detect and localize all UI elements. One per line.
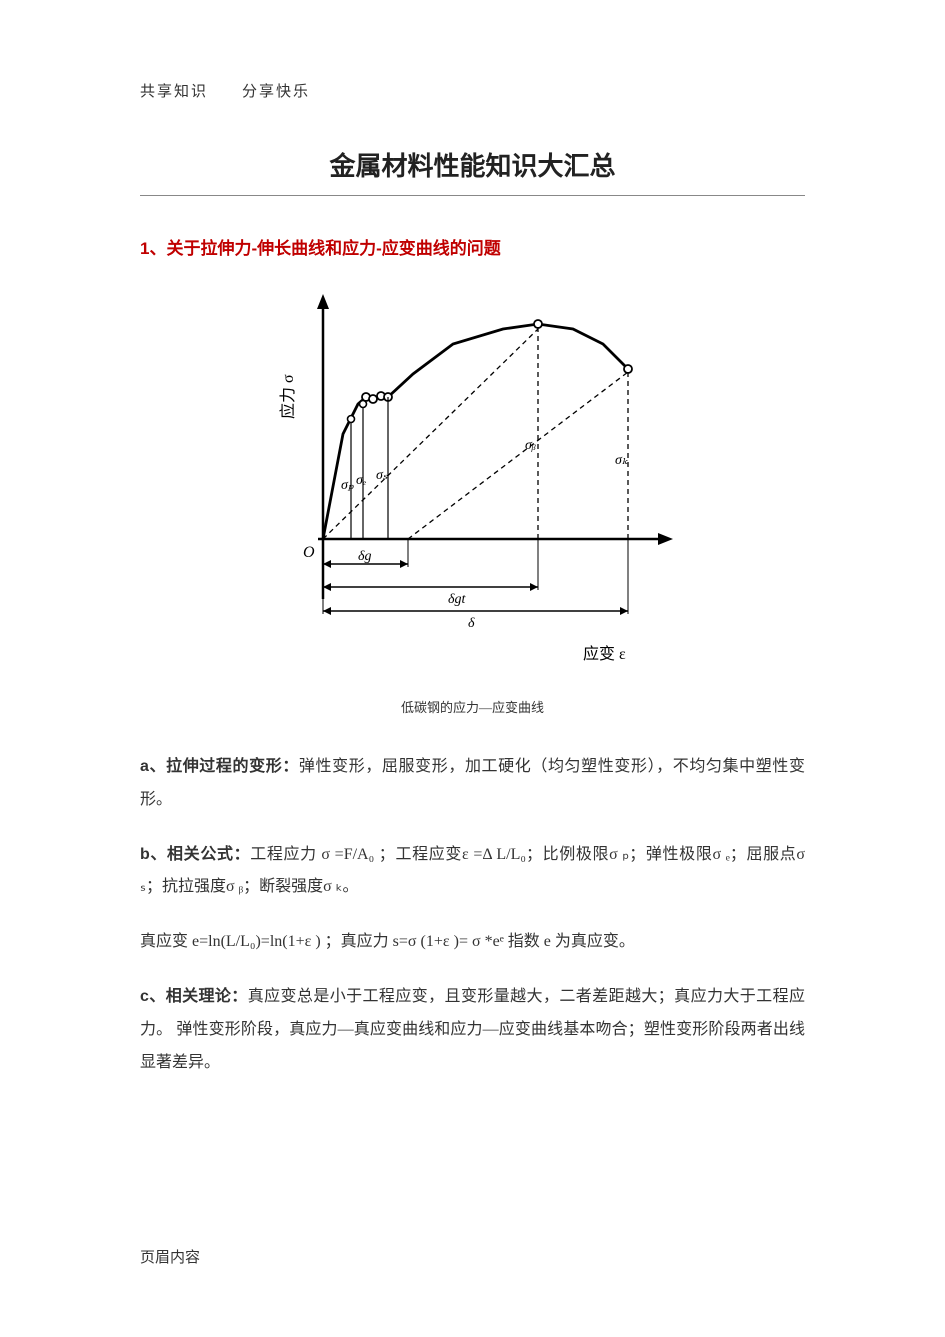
svg-text:O: O: [303, 544, 315, 561]
para-c-label: c、相关理论：: [140, 988, 248, 1005]
paragraph-b2: 真应变 e=ln(L/L₀)=ln(1+ε ) ；真应力 s=σ (1+ε )=…: [140, 926, 805, 959]
page-title: 金属材料性能知识大汇总: [140, 146, 805, 196]
diagram-svg: 应力 σ 应变 ε Oσₚσₑσₛ σᵦ σₖ δg δgtδ: [273, 289, 673, 679]
paragraph-b: b、相关公式：工程应力 σ =F/A₀ ；工程应变ε =Δ L/L₀；比例极限σ…: [140, 839, 805, 905]
svg-text:应力 σ: 应力 σ: [278, 374, 297, 419]
svg-text:σᵦ: σᵦ: [525, 438, 536, 453]
svg-text:应变 ε: 应变 ε: [583, 644, 626, 663]
paragraph-c: c、相关理论：真应变总是小于工程应变，且变形量越大，二者差距越大；真应力大于工程…: [140, 981, 805, 1079]
svg-text:σₛ: σₛ: [376, 468, 388, 483]
svg-text:δgt: δgt: [448, 592, 467, 607]
header-text: 共享知识 分享快乐: [140, 80, 805, 101]
para-b-label: b、相关公式：: [140, 846, 250, 863]
para-a-label: a、拉伸过程的变形：: [140, 758, 299, 775]
svg-text:σₚ: σₚ: [341, 478, 354, 493]
section-text: 、关于拉伸力-伸长曲线和应力-应变曲线的问题: [149, 239, 500, 258]
svg-text:σₑ: σₑ: [356, 473, 367, 488]
svg-text:σₖ: σₖ: [615, 453, 629, 468]
svg-text:δ: δ: [468, 616, 475, 631]
section-1-heading: 1、关于拉伸力-伸长曲线和应力-应变曲线的问题: [140, 234, 805, 259]
footer-text: 页眉内容: [140, 1246, 200, 1267]
svg-text:δg: δg: [358, 549, 372, 564]
diagram-caption: 低碳钢的应力—应变曲线: [140, 697, 805, 716]
paragraph-a: a、拉伸过程的变形：弹性变形，屈服变形，加工硬化（均匀塑性变形），不均匀集中塑性…: [140, 751, 805, 817]
stress-strain-diagram: 应力 σ 应变 ε Oσₚσₑσₛ σᵦ σₖ δg δgtδ: [140, 289, 805, 679]
para-b2-text: 真应变 e=ln(L/L₀)=ln(1+ε ) ；真应力 s=σ (1+ε )=…: [140, 933, 635, 950]
